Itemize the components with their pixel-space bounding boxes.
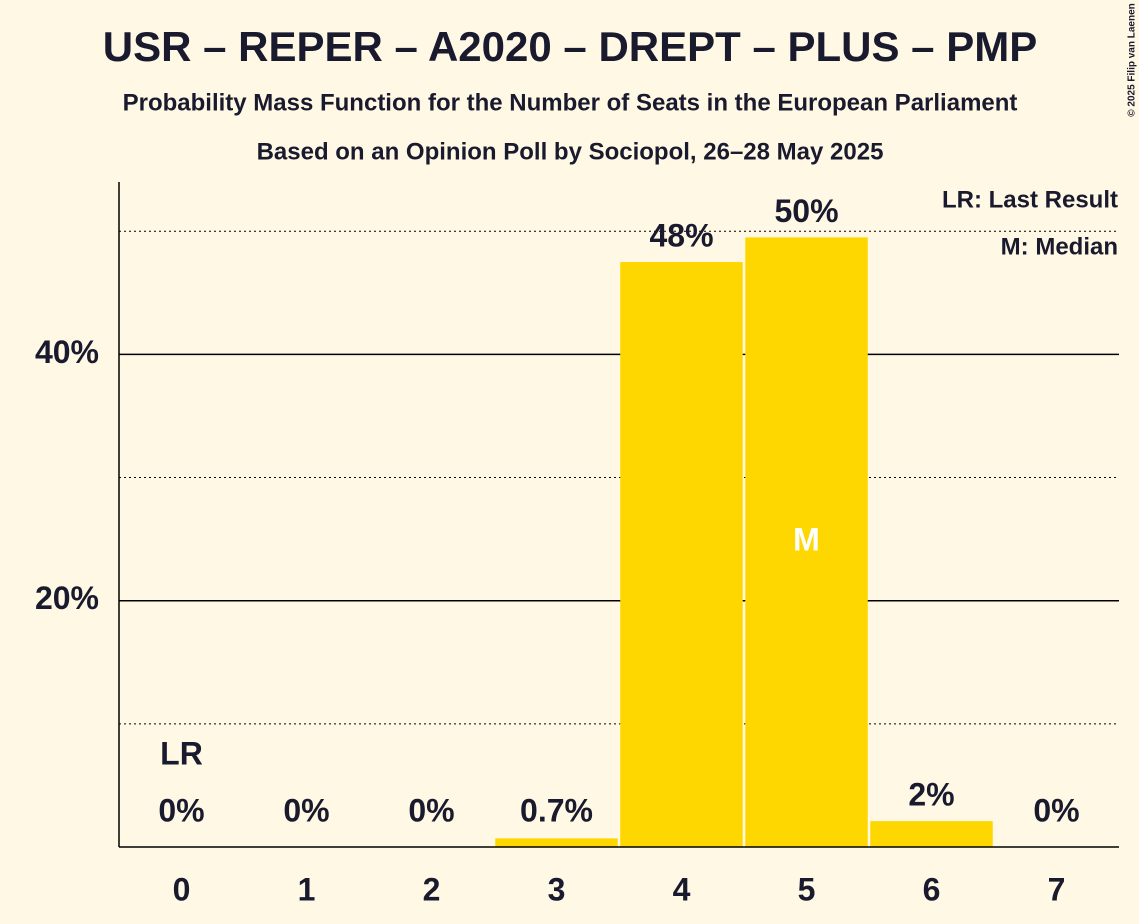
- value-label: 0%: [158, 792, 204, 828]
- value-label: 0%: [1033, 792, 1079, 828]
- x-tick-label: 0: [173, 871, 191, 907]
- chart-subtitle: Probability Mass Function for the Number…: [123, 89, 1018, 116]
- bar: [745, 237, 868, 847]
- value-label: 2%: [908, 777, 954, 813]
- bar: [495, 838, 618, 847]
- chart-title: USR – REPER – A2020 – DREPT – PLUS – PMP: [103, 23, 1037, 70]
- annotation: LR: [160, 735, 203, 771]
- legend-entry: LR: Last Result: [942, 186, 1118, 213]
- value-label: 0%: [283, 792, 329, 828]
- chart-subtitle: Based on an Opinion Poll by Sociopol, 26…: [257, 138, 884, 165]
- annotation: M: [793, 522, 820, 558]
- bar: [870, 821, 993, 847]
- x-tick-label: 6: [923, 871, 941, 907]
- copyright: © 2025 Filip van Laenen: [1127, 3, 1138, 117]
- x-tick-label: 2: [423, 871, 441, 907]
- bar: [620, 262, 743, 848]
- value-label: 0.7%: [520, 792, 593, 828]
- x-tick-label: 7: [1048, 871, 1066, 907]
- value-label: 50%: [774, 193, 838, 229]
- y-tick-label: 20%: [35, 580, 99, 616]
- value-label: 48%: [649, 217, 713, 253]
- value-label: 0%: [408, 792, 454, 828]
- x-tick-label: 4: [673, 871, 691, 907]
- x-tick-label: 5: [798, 871, 816, 907]
- legend-entry: M: Median: [1001, 233, 1118, 260]
- x-tick-label: 1: [298, 871, 316, 907]
- y-tick-label: 40%: [35, 334, 99, 370]
- x-tick-label: 3: [548, 871, 566, 907]
